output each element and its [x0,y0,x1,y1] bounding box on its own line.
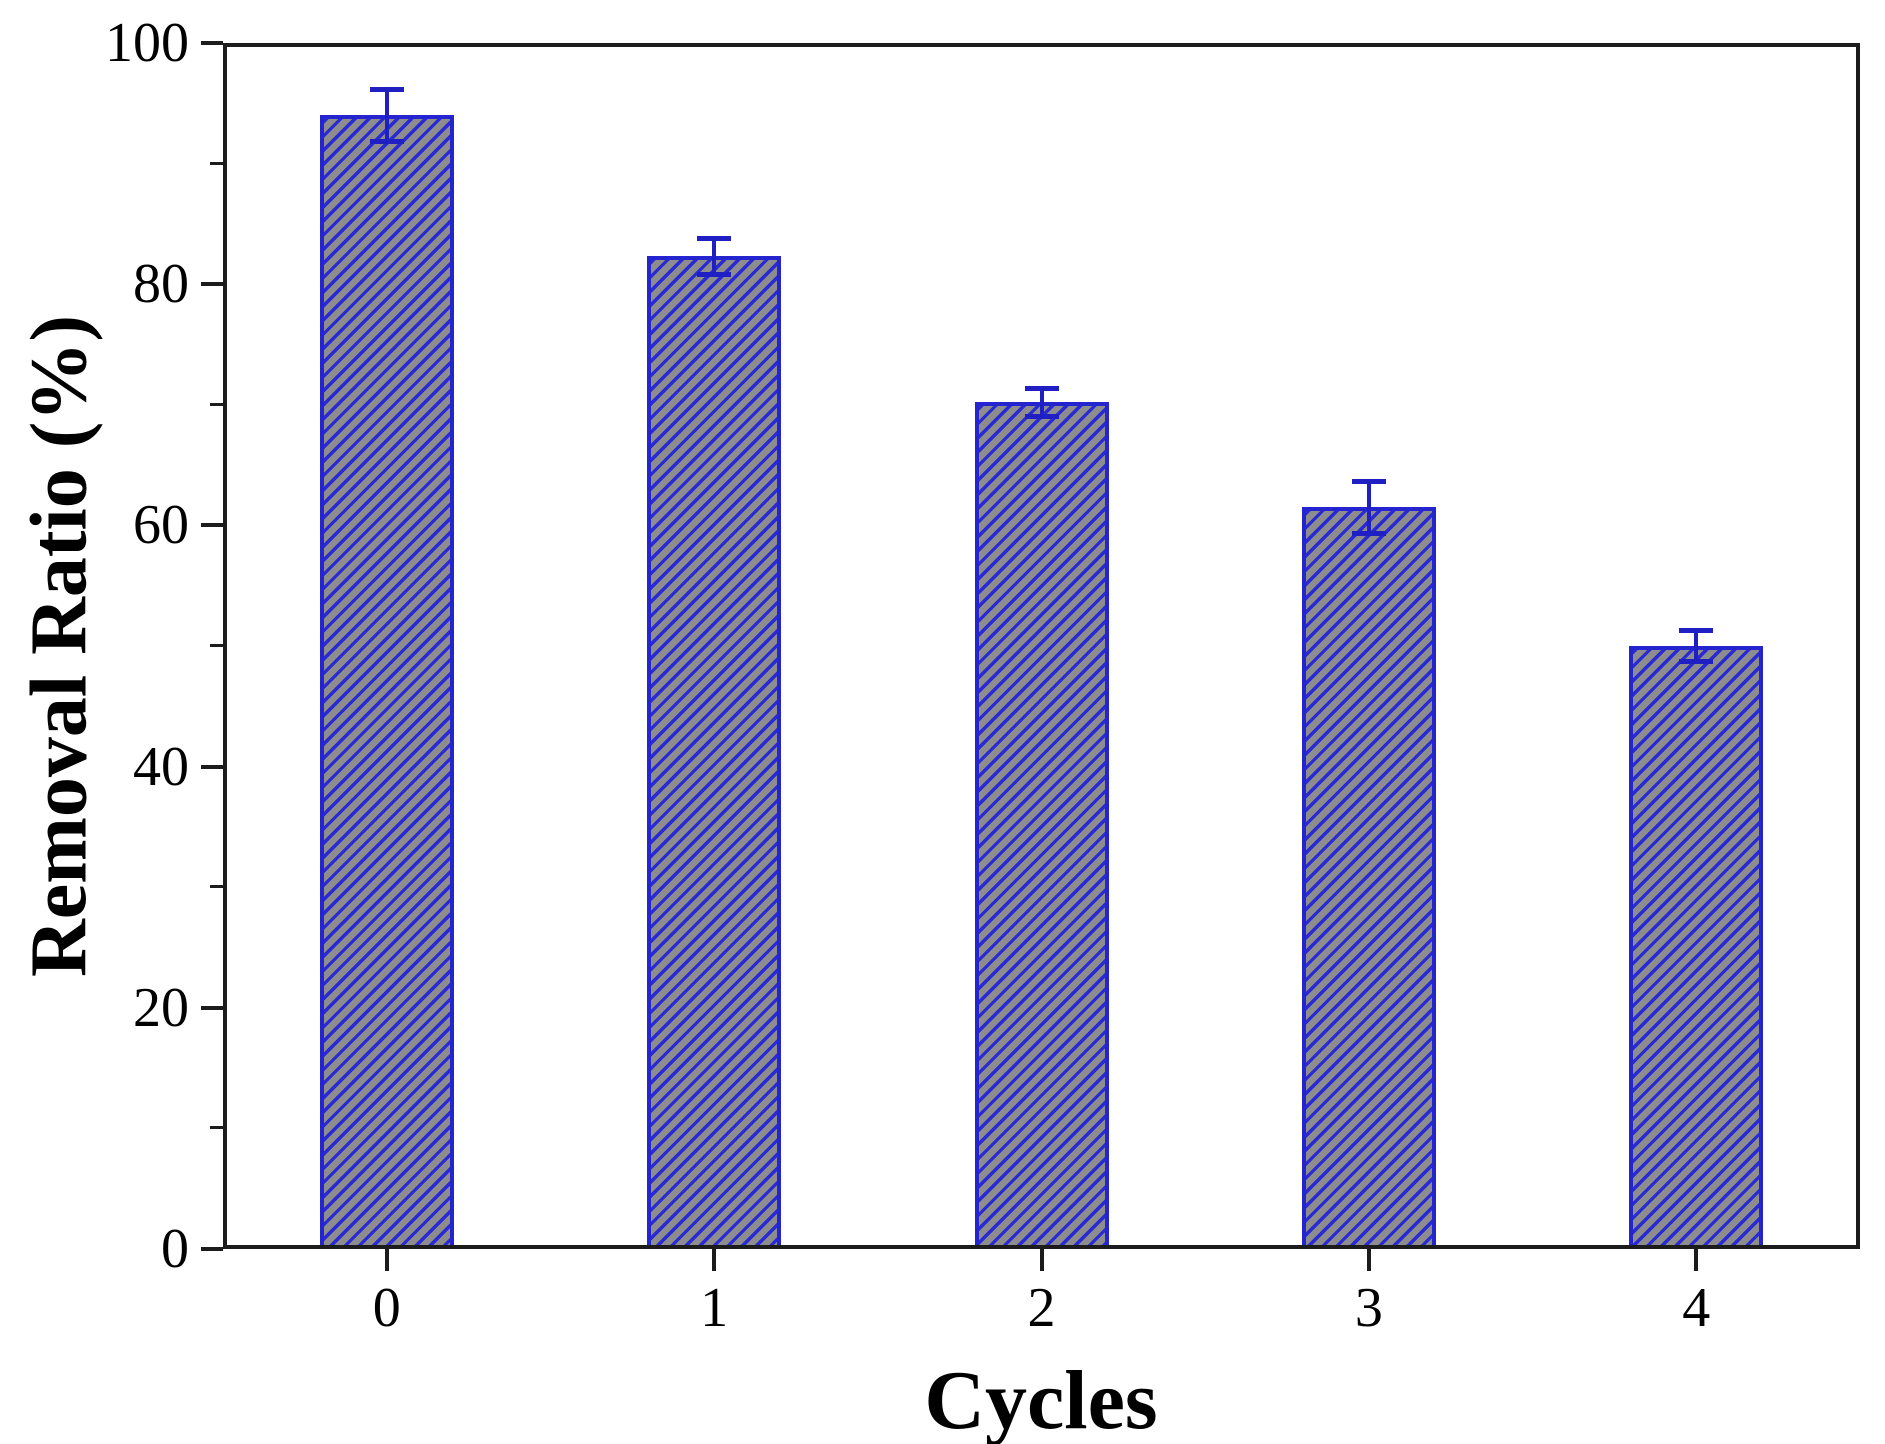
error-bar-cap-top [1024,385,1059,391]
error-bar-cap-top [1679,628,1714,634]
error-bar-cap-top [369,86,404,92]
error-bar-cap-top [697,236,732,242]
x-tick [1694,1249,1699,1271]
bar [319,115,454,1249]
y-tick-label: 60 [133,494,189,557]
x-tick [1366,1249,1371,1271]
y-major-tick [201,764,223,769]
error-bar-cap-bottom [1351,530,1386,536]
y-tick-label: 80 [133,253,189,316]
error-bar [1694,630,1699,662]
y-tick-label: 0 [161,1218,189,1280]
bar [647,256,782,1249]
error-bar-cap-bottom [1679,658,1714,664]
y-major-tick [201,1247,223,1251]
error-bar-cap-bottom [697,271,732,277]
y-minor-tick [210,1126,223,1130]
error-bar-cap-bottom [369,138,404,144]
y-axis-title: Removal Ratio (%) [15,314,104,978]
x-axis-title: Cycles [924,1354,1158,1444]
x-tick-label: 3 [1354,1277,1383,1339]
error-bar [1366,480,1371,534]
x-tick [712,1249,717,1271]
y-tick-label: 20 [133,976,189,1039]
x-tick-label: 2 [1027,1277,1056,1339]
plot-area: 0 20 40 60 80 100 0 1 2 3 4 [105,12,1860,1338]
y-minor-tick [210,885,223,889]
y-major-tick [201,41,223,45]
bar [1301,507,1436,1249]
y-tick-label: 100 [105,12,189,74]
y-minor-tick [210,644,223,647]
y-tick-label: 40 [133,735,189,798]
bar [974,402,1109,1249]
x-tick-label: 4 [1682,1277,1711,1339]
x-tick [1039,1249,1044,1271]
x-tick [384,1249,389,1271]
error-bar-cap-bottom [1024,413,1059,419]
x-tick-label: 0 [372,1277,401,1339]
x-tick-label: 1 [700,1277,729,1339]
y-major-tick [201,523,223,528]
y-major-tick [201,1005,223,1010]
y-minor-tick [210,161,223,165]
bar [1629,646,1764,1249]
error-bar [384,88,389,142]
error-bar [712,238,717,275]
error-bar [1039,387,1044,417]
y-minor-tick [210,402,223,406]
error-bar-cap-top [1351,478,1386,484]
y-major-tick [201,282,223,287]
